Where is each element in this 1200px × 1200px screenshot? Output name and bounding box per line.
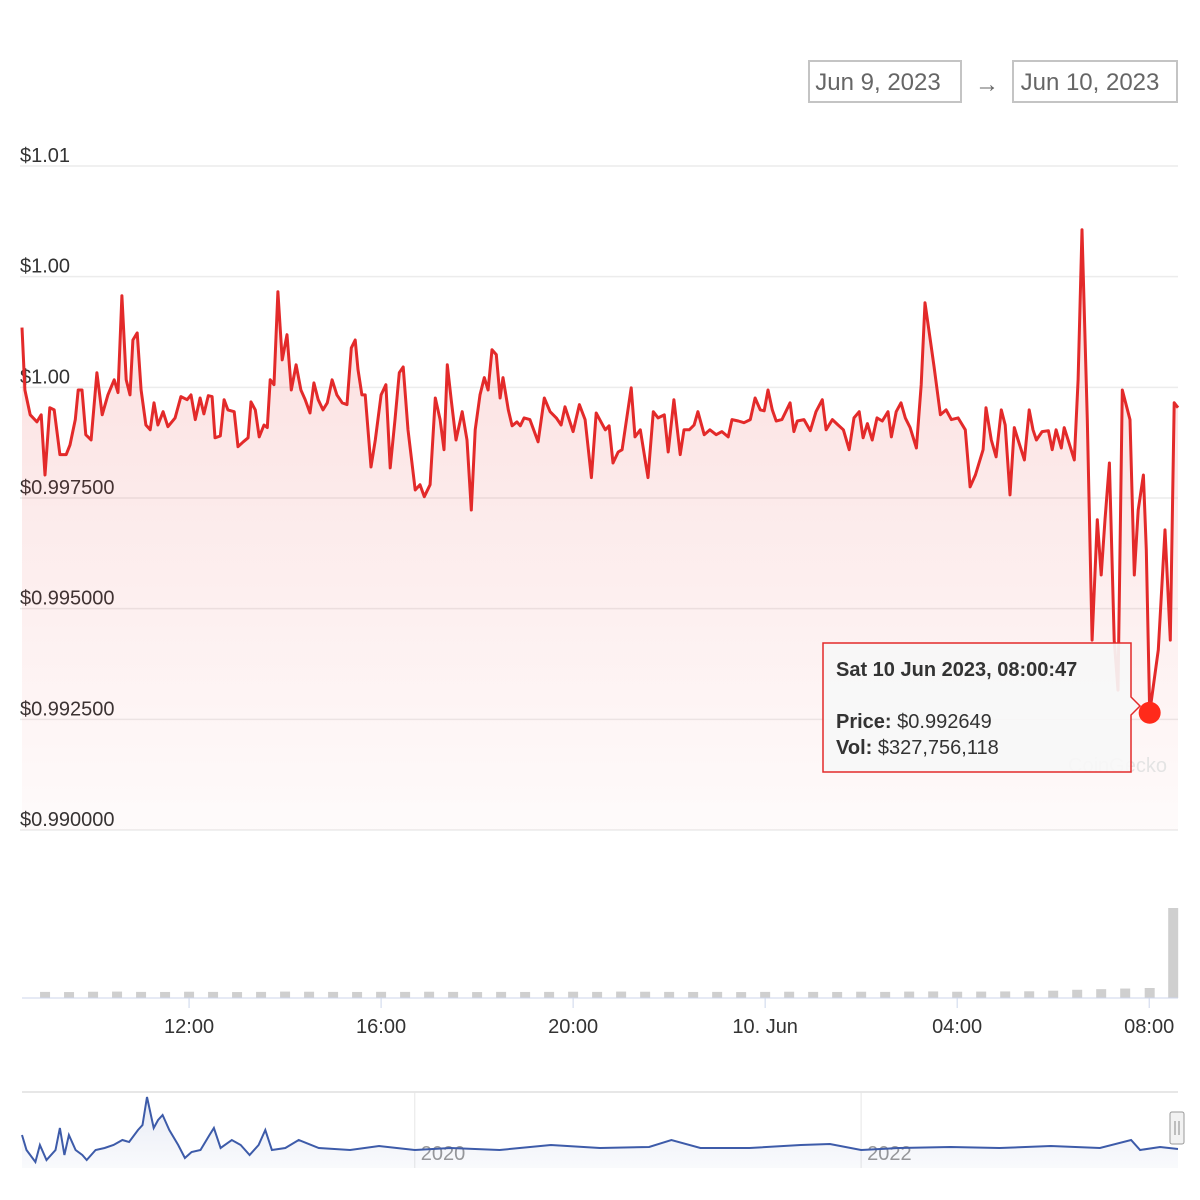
volume-bar [520, 991, 531, 998]
volume-bar [1168, 908, 1179, 998]
volume-bar [424, 991, 435, 998]
volume-bar [544, 991, 555, 998]
volume-bar [688, 991, 699, 998]
volume-bar [40, 991, 51, 998]
volume-bar [448, 991, 459, 998]
navigator-line [21, 1096, 1179, 1165]
volume-bar [472, 992, 483, 998]
volume-bar [928, 991, 939, 998]
volume-bar [1048, 990, 1059, 998]
volume-bar [208, 991, 219, 998]
date-to[interactable]: Jun 10, 2023 [1021, 69, 1160, 96]
tooltip-vol-label: Vol: [836, 737, 872, 759]
volume-bar [64, 992, 75, 998]
volume-bar [1072, 989, 1083, 998]
x-tick-label: 12:00 [164, 1016, 214, 1038]
tooltip-vol-value: $327,756,118 [878, 737, 999, 759]
volume-bar [88, 991, 99, 998]
plot: 12:00 16:00 20:00 10. Jun 04:00 08:00 [20, 228, 1180, 1038]
volume-bar [760, 991, 771, 998]
x-tick-label: 04:00 [932, 1016, 982, 1038]
navigator-handle[interactable] [1169, 1111, 1185, 1145]
date-separator: → [975, 71, 999, 98]
volume-bar [136, 991, 147, 998]
volume-bar [376, 991, 387, 998]
volume-bar [808, 991, 819, 998]
volume-bar [1000, 991, 1011, 998]
y-tick-label: $1.00 [20, 256, 70, 278]
volume-bar [640, 991, 651, 998]
x-tick-label: 10. Jun [732, 1016, 798, 1038]
volume-bar [496, 991, 507, 998]
x-tick-label: 08:00 [1124, 1016, 1174, 1038]
tooltip-price: Price: $0.992649 [836, 711, 992, 733]
volume-bar [160, 991, 171, 998]
volume-bar [664, 991, 675, 998]
tooltip-title: Sat 10 Jun 2023, 08:00:47 [836, 659, 1077, 681]
y-tick-label: $1.01 [20, 145, 70, 167]
volume-bar [400, 991, 411, 998]
volume-bar [904, 991, 915, 998]
date-from-box[interactable] [808, 60, 962, 103]
y-tick-label: $1.00 [20, 366, 70, 388]
navigator[interactable]: 20202022 [21, 1091, 1179, 1168]
date-to-box[interactable] [1012, 60, 1178, 103]
volume-bar [232, 992, 243, 998]
tooltip-box [822, 642, 1142, 773]
volume-bar [280, 991, 291, 998]
volume-bar [1096, 989, 1107, 998]
price-line [20, 228, 1180, 715]
volume-bar [952, 991, 963, 998]
x-tick-label: 16:00 [356, 1016, 406, 1038]
volume-bar [1024, 991, 1035, 998]
volume-bar [832, 991, 843, 998]
volume-bar [736, 992, 747, 998]
date-from[interactable]: Jun 9, 2023 [815, 69, 940, 96]
volume-bar [1120, 988, 1131, 998]
tooltip: Sat 10 Jun 2023, 08:00:47 Price: $0.9926… [822, 642, 1142, 773]
volume-bar [880, 991, 891, 998]
volume-bar [112, 991, 123, 998]
hover-point [1138, 701, 1161, 724]
tooltip-vol: Vol: $327,756,118 [836, 737, 999, 759]
volume-bar [1144, 988, 1155, 998]
volume-bar [184, 991, 195, 998]
volume-bar [856, 991, 867, 998]
volume-bar [976, 991, 987, 998]
volume-bar [592, 991, 603, 998]
volume-bar [784, 991, 795, 998]
tooltip-price-label: Price: [836, 711, 892, 733]
volume-bar [328, 991, 339, 998]
volume-bar [616, 991, 627, 998]
volume-bar [304, 991, 315, 998]
volume-bar [256, 991, 267, 998]
tooltip-price-value: $0.992649 [897, 711, 992, 733]
volume-bar [352, 991, 363, 998]
navigator-area [22, 1097, 1178, 1168]
volume-bar [568, 991, 579, 998]
x-tick-label: 20:00 [548, 1016, 598, 1038]
volume-bar [712, 991, 723, 998]
